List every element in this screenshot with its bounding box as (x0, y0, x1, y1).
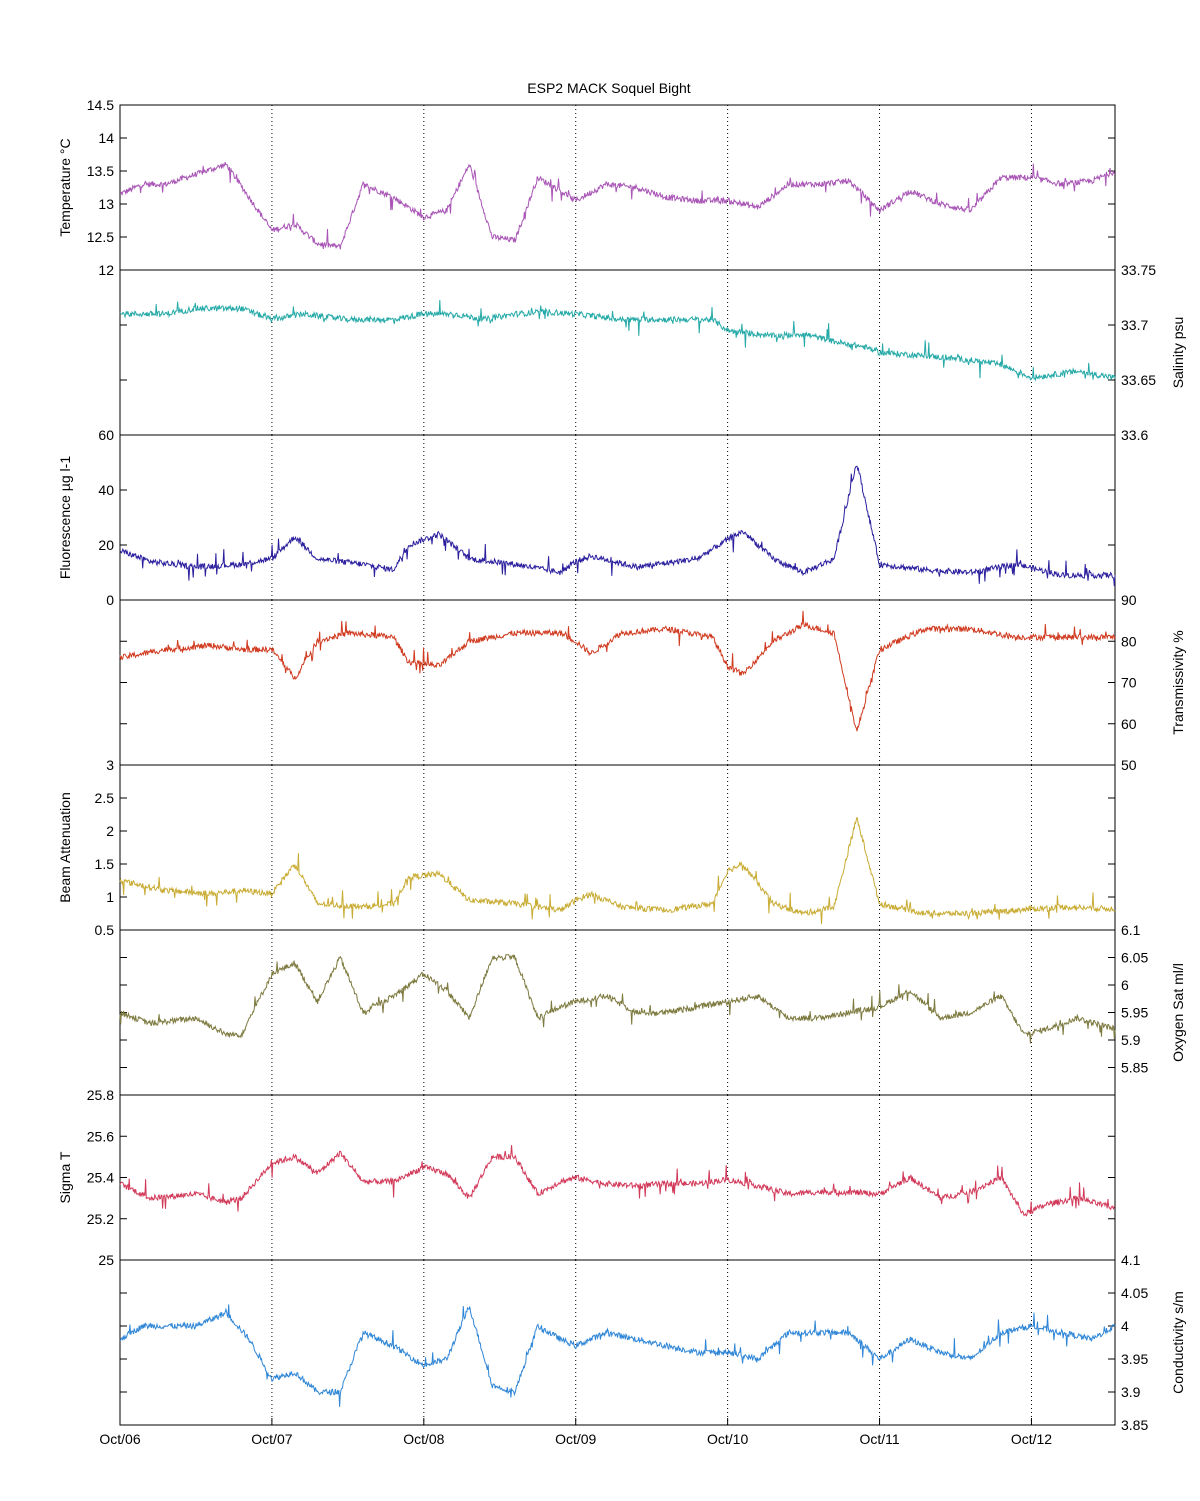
y-axis-label: Conductivity s/m (1170, 1291, 1186, 1394)
y-tick-label: 3 (106, 757, 114, 773)
y-axis-label: Salinity psu (1170, 317, 1186, 389)
y-tick-label: 2 (106, 823, 114, 839)
y-tick-label: 25.8 (87, 1087, 114, 1103)
y-tick-label: 3.95 (1121, 1351, 1148, 1367)
y-tick-label: 13 (98, 196, 114, 212)
y-tick-label: 80 (1121, 633, 1137, 649)
x-tick-label: Oct/10 (707, 1431, 748, 1447)
y-tick-label: 25.4 (87, 1170, 114, 1186)
y-tick-label: 60 (1121, 716, 1137, 732)
y-tick-label: 12.5 (87, 229, 114, 245)
y-tick-label: 1 (106, 889, 114, 905)
x-tick-label: Oct/08 (403, 1431, 444, 1447)
x-tick-label: Oct/07 (251, 1431, 292, 1447)
y-axis-label: Temperature °C (57, 138, 73, 236)
panel-2: 33.6 33.65 33.7 33.75 Salinity psu (119, 262, 1186, 443)
x-tick-label: Oct/12 (1011, 1431, 1052, 1447)
y-tick-label: 25.6 (87, 1128, 114, 1144)
y-tick-label: 0 (106, 592, 114, 608)
y-tick-label: 12 (98, 262, 114, 278)
chart-title: ESP2 MACK Soquel Bight (527, 80, 691, 96)
y-tick-label: 5.9 (1121, 1032, 1141, 1048)
y-axis-label: Sigma T (57, 1151, 73, 1203)
y-tick-label: 6 (1121, 977, 1129, 993)
y-tick-label: 5.85 (1121, 1060, 1148, 1076)
y-tick-label: 6.05 (1121, 950, 1148, 966)
y-tick-label: 33.6 (1121, 427, 1148, 443)
y-tick-label: 14.5 (87, 97, 114, 113)
y-tick-label: 33.75 (1121, 262, 1156, 278)
panel-5: 0.5 1 1.5 2 2.5 3 Beam Attenuation (57, 757, 1116, 938)
y-tick-label: 40 (98, 482, 114, 498)
y-tick-label: 2.5 (95, 790, 115, 806)
panel-7: 25 25.2 25.4 25.6 25.8 Sigma T (57, 1087, 1116, 1268)
y-axis-label: Beam Attenuation (57, 792, 73, 903)
series-line (119, 610, 1116, 732)
panel-frame (119, 1259, 1116, 1426)
y-tick-label: 14 (98, 130, 114, 146)
x-tick-label: Oct/06 (99, 1431, 140, 1447)
y-tick-label: 50 (1121, 757, 1137, 773)
y-tick-label: 4.05 (1121, 1285, 1148, 1301)
series-line (119, 465, 1116, 587)
y-tick-label: 1.5 (95, 856, 115, 872)
y-tick-label: 4.1 (1121, 1252, 1141, 1268)
y-axis-label: Oxygen Sat ml/l (1170, 963, 1186, 1062)
y-axis-label: Transmissivity % (1170, 630, 1186, 735)
y-tick-label: 6.1 (1121, 922, 1141, 938)
y-tick-label: 13.5 (87, 163, 114, 179)
y-axis-label: Fluorescence µg l-1 (57, 456, 73, 579)
series-line (119, 1145, 1116, 1217)
series-line (119, 953, 1116, 1044)
y-tick-label: 70 (1121, 675, 1137, 691)
series-line (119, 161, 1115, 250)
series-line (119, 816, 1116, 925)
y-tick-label: 0.5 (95, 922, 115, 938)
y-tick-label: 33.7 (1121, 317, 1148, 333)
y-tick-label: 5.95 (1121, 1005, 1148, 1021)
x-tick-label: Oct/09 (555, 1431, 596, 1447)
y-tick-label: 20 (98, 537, 114, 553)
y-tick-label: 60 (98, 427, 114, 443)
y-tick-label: 90 (1121, 592, 1137, 608)
x-tick-label: Oct/11 (859, 1431, 899, 1447)
y-tick-label: 33.65 (1121, 372, 1156, 388)
y-tick-label: 25 (98, 1252, 114, 1268)
series-line (119, 299, 1116, 382)
x-axis: Oct/06 Oct/07 Oct/08 Oct/09 Oct/10 Oct/11 Oct/… (99, 1418, 1052, 1447)
y-tick-label: 25.2 (87, 1211, 114, 1227)
y-tick-label: 4 (1121, 1318, 1129, 1334)
y-tick-label: 3.85 (1121, 1417, 1148, 1433)
panel-8: 3.85 3.9 3.95 4 4.05 4.1 Conductivity s/m (119, 1252, 1186, 1433)
y-tick-label: 3.9 (1121, 1384, 1141, 1400)
series-line (119, 1304, 1116, 1407)
